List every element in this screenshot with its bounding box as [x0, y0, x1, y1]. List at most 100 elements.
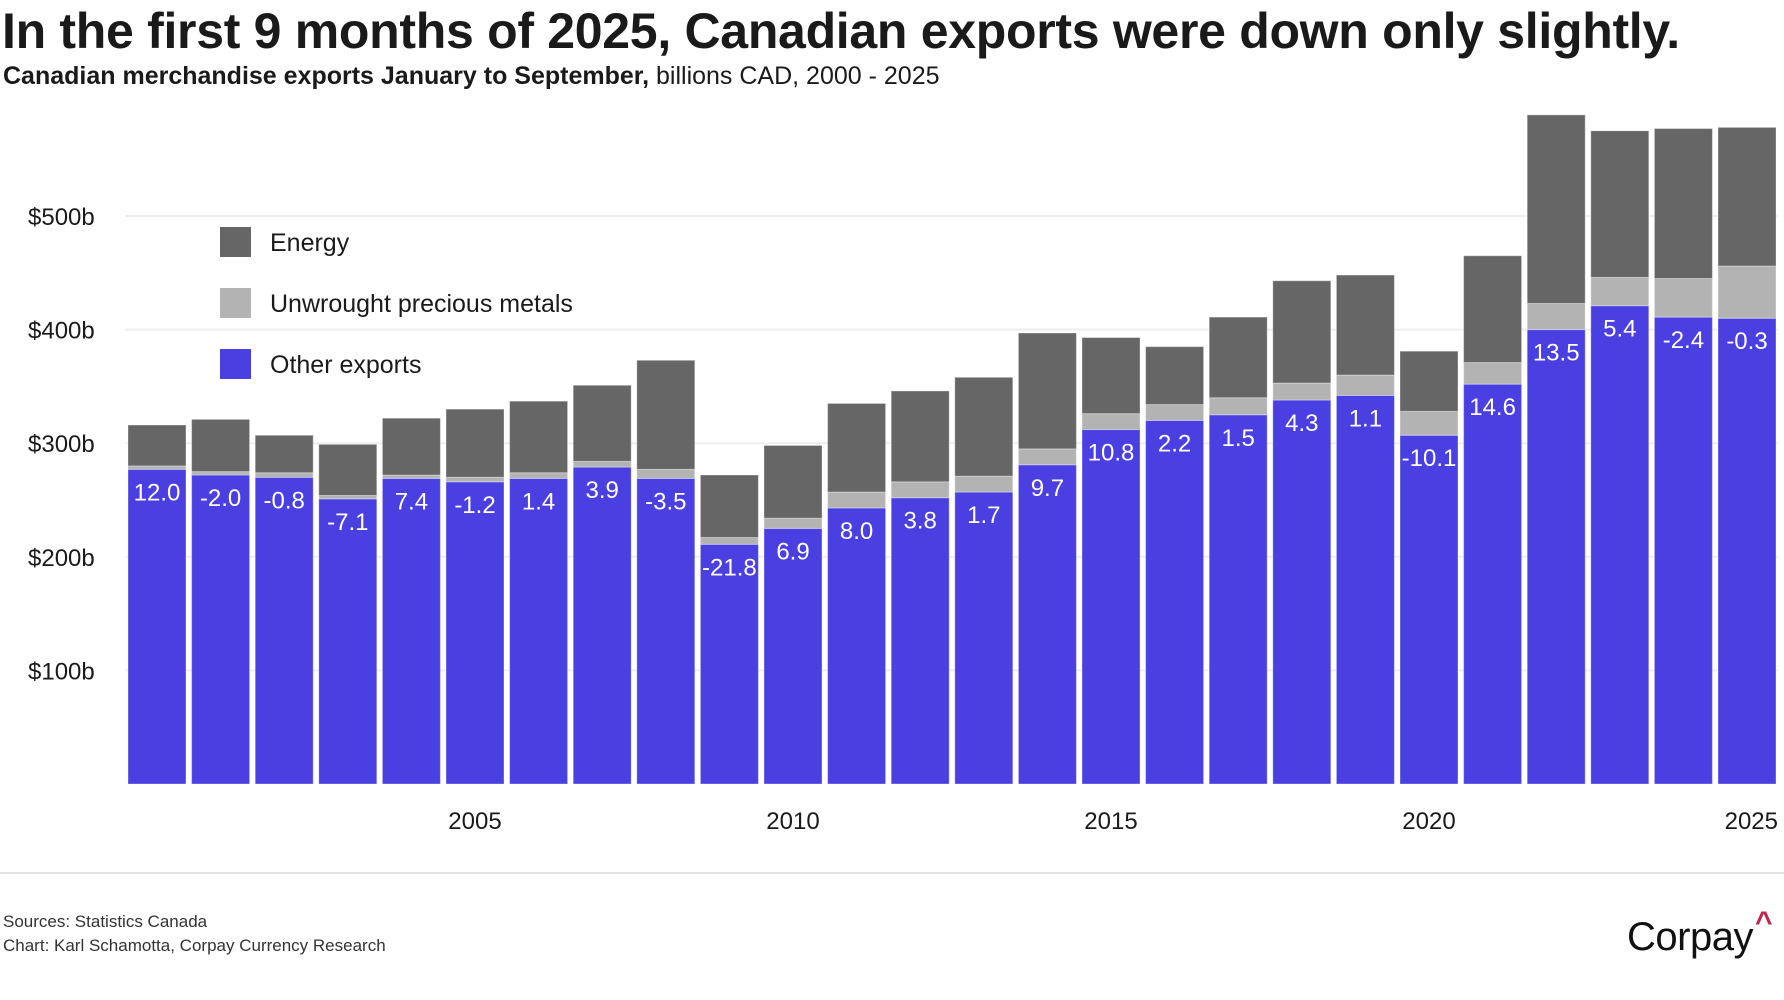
bar-segment-other: [954, 491, 1014, 785]
bar-segment-energy: [636, 359, 696, 470]
bar-segment-metals: [1335, 374, 1395, 396]
bar-2011: [827, 402, 887, 785]
bar-segment-other: [1208, 414, 1268, 785]
bar-segment-metals: [1017, 448, 1077, 466]
bar-segment-energy: [572, 384, 632, 462]
legend-item: Energy: [220, 227, 350, 257]
bar-segment-energy: [127, 424, 187, 467]
data-label: 5.4: [1603, 316, 1636, 343]
bar-segment-other: [827, 507, 887, 785]
bar-2012: [890, 390, 950, 785]
bar-segment-energy: [1590, 130, 1650, 278]
bar-segment-other: [445, 481, 505, 785]
bar-segment-other: [1590, 305, 1650, 785]
bar-2002: [254, 434, 314, 785]
data-label: 3.8: [904, 508, 937, 535]
data-label: -2.4: [1663, 327, 1704, 354]
bar-2015: [1081, 337, 1141, 785]
bar-segment-metals: [1399, 410, 1459, 436]
bar-segment-metals: [1208, 397, 1268, 416]
bar-segment-other: [318, 498, 378, 785]
bar-segment-energy: [890, 390, 950, 483]
bar-segment-metals: [827, 491, 887, 509]
logo-text: Corpay: [1627, 915, 1753, 959]
bar-segment-metals: [1081, 413, 1141, 431]
bar-segment-energy: [1145, 346, 1205, 406]
data-label: -0.8: [264, 487, 305, 514]
x-tick-label: 2010: [766, 808, 819, 835]
bar-segment-energy: [1272, 280, 1332, 384]
bar-2023: [1590, 130, 1650, 785]
bar-segment-metals: [1272, 382, 1332, 401]
bar-segment-metals: [127, 465, 187, 470]
chart-title: In the first 9 months of 2025, Canadian …: [2, 3, 1680, 59]
bar-segment-energy: [509, 400, 569, 474]
bar-segment-metals: [254, 472, 314, 478]
corpay-logo: Corpay^: [1627, 906, 1772, 960]
x-tick-label: 2015: [1084, 808, 1137, 835]
bar-segment-energy: [699, 474, 759, 538]
bar-segment-other: [381, 477, 441, 785]
stacked-bar-chart: $100b $200b $300b $400b $500b 12.0 -2.0 -0.8 -7…: [28, 114, 1778, 835]
y-tick-label: $200b: [28, 545, 95, 572]
data-label: 7.4: [395, 488, 428, 515]
y-tick-label: $100b: [28, 658, 95, 685]
bar-segment-other: [1017, 464, 1077, 785]
bar-segment-metals: [890, 481, 950, 499]
legend-swatch: [220, 227, 251, 257]
bar-segment-energy: [381, 417, 441, 476]
bar-segment-energy: [445, 408, 505, 478]
bar-segment-energy: [254, 434, 314, 474]
bar-segment-metals: [636, 468, 696, 479]
data-label: 12.0: [134, 479, 181, 506]
data-label: 3.9: [586, 477, 619, 504]
data-label: -2.0: [200, 485, 241, 512]
bar-segment-metals: [699, 536, 759, 545]
legend-swatch: [220, 288, 251, 318]
bar-2020: [1399, 350, 1459, 785]
bar-2009: [699, 474, 759, 785]
data-label: -0.3: [1726, 328, 1767, 355]
bar-segment-energy: [1463, 255, 1523, 364]
bar-2006: [509, 400, 569, 785]
data-label: 2.2: [1158, 430, 1191, 457]
legend-label: Energy: [270, 229, 350, 257]
y-tick-label: $300b: [28, 431, 95, 458]
logo-caret-icon: ^: [1754, 906, 1773, 939]
data-label: 1.7: [967, 502, 1000, 529]
bar-segment-metals: [572, 460, 632, 468]
bar-segment-energy: [1017, 332, 1077, 450]
bar-segment-energy: [318, 443, 378, 496]
y-tick-label: $500b: [28, 204, 95, 231]
bar-2025: [1717, 126, 1777, 785]
bar-2001: [191, 418, 251, 785]
bar-segment-other: [1653, 316, 1713, 785]
bar-segment-energy: [1208, 316, 1268, 399]
bar-2014: [1017, 332, 1077, 785]
bar-segment-metals: [191, 471, 251, 476]
bar-segment-other: [1717, 317, 1777, 785]
bar-segment-other: [1526, 329, 1586, 785]
subtitle-strong: Canadian merchandise exports January to …: [3, 62, 650, 90]
data-label: 13.5: [1533, 340, 1580, 367]
legend-swatch: [220, 349, 251, 379]
bar-segment-metals: [1526, 302, 1586, 331]
bar-segment-other: [572, 466, 632, 785]
bar-segment-other: [127, 468, 187, 785]
data-label: 1.5: [1222, 425, 1255, 452]
data-label: -1.2: [454, 492, 495, 519]
bar-segment-metals: [1653, 277, 1713, 318]
data-label: -3.5: [645, 488, 686, 515]
bar-2010: [763, 444, 823, 785]
bar-segment-other: [1335, 394, 1395, 785]
bar-segment-energy: [954, 376, 1014, 477]
bar-segment-energy: [1526, 114, 1586, 304]
bar-segment-energy: [1717, 126, 1777, 267]
bar-segment-energy: [1399, 350, 1459, 412]
bar-segment-other: [1399, 434, 1459, 785]
legend-item: Other exports: [220, 349, 421, 379]
bar-segment-other: [191, 474, 251, 785]
bar-segment-other: [1272, 399, 1332, 785]
x-axis-labels: 2005 2010 2015 2020 2025: [448, 808, 1778, 835]
data-label: 8.0: [840, 518, 873, 545]
